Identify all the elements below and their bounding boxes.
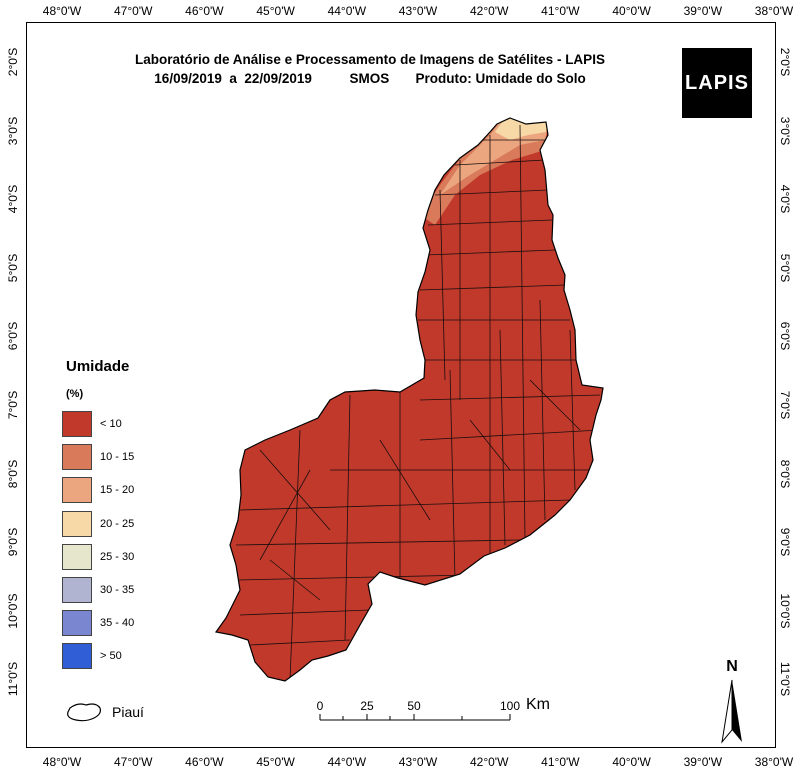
state-legend-label: Piauí bbox=[112, 704, 144, 720]
legend-swatch bbox=[62, 643, 92, 670]
longitude-label-bottom: 48°0'W bbox=[42, 755, 82, 769]
municipality-boundaries bbox=[235, 124, 601, 681]
legend-label: 10 - 15 bbox=[100, 451, 135, 464]
longitude-label-bottom: 43°0'W bbox=[398, 755, 438, 769]
scale-tick-100: 100 bbox=[500, 699, 520, 713]
north-arrow-icon bbox=[721, 679, 742, 744]
latitude-label-right: 3°0'S bbox=[778, 116, 792, 145]
longitude-label-top: 40°0'W bbox=[612, 4, 651, 18]
north-arrow: N bbox=[718, 658, 746, 751]
legend-unit: (%) bbox=[66, 388, 84, 400]
latitude-label-right: 6°0'S bbox=[778, 322, 792, 351]
legend-swatch bbox=[62, 543, 92, 570]
longitude-label-top: 41°0'W bbox=[541, 4, 580, 18]
legend-swatch bbox=[62, 477, 92, 504]
legend-label: 20 - 25 bbox=[100, 517, 135, 530]
legend-swatch bbox=[62, 610, 92, 637]
legend-label: 30 - 35 bbox=[100, 584, 135, 596]
legend-item: 15 - 20 bbox=[62, 474, 134, 506]
legend-item: 25 - 30 bbox=[62, 541, 134, 573]
latitude-label-right: 8°0'S bbox=[778, 459, 792, 488]
legend-swatch bbox=[62, 411, 92, 437]
longitude-label-top: 39°0'W bbox=[683, 4, 723, 18]
scale-bar: 0 25 50 100 bbox=[317, 699, 520, 721]
scale-unit: Km bbox=[526, 696, 550, 713]
longitude-label-top: 45°0'W bbox=[256, 4, 295, 18]
legend-swatch bbox=[62, 577, 92, 603]
longitude-label-top: 46°0'W bbox=[185, 4, 224, 18]
map-title-line1: Laboratório de Análise e Processamento d… bbox=[135, 52, 605, 67]
legend-label: 15 - 20 bbox=[100, 484, 135, 497]
scale-tick-50: 50 bbox=[407, 699, 421, 713]
map-title-line2: 16/09/2019 a 22/09/2019 SMOS Produto: Um… bbox=[154, 71, 586, 86]
legend-label: 35 - 40 bbox=[100, 617, 135, 630]
legend-item: 30 - 35 bbox=[62, 574, 134, 606]
longitude-label-bottom: 47°0'W bbox=[113, 755, 153, 769]
map-frame bbox=[26, 22, 776, 748]
legend-label: < 10 bbox=[100, 418, 122, 430]
latitude-label-right: 10°0'S bbox=[778, 593, 792, 629]
longitude-label-top: 42°0'W bbox=[469, 4, 509, 18]
legend-swatch bbox=[62, 444, 92, 471]
legend-item: 20 - 25 bbox=[62, 508, 134, 540]
north-zone-10-15 bbox=[420, 122, 548, 225]
north-label: N bbox=[726, 658, 738, 675]
lapis-logo: LAPIS bbox=[682, 48, 752, 118]
legend-title: Umidade bbox=[66, 358, 130, 375]
longitude-label-bottom: 45°0'W bbox=[256, 755, 295, 769]
scale-tick-25: 25 bbox=[360, 699, 374, 713]
latitude-label-right: 11°0'S bbox=[778, 662, 792, 697]
legend-item: 10 - 15 bbox=[62, 441, 134, 473]
longitude-label-top: 38°0'W bbox=[754, 4, 794, 18]
legend-item: > 50 bbox=[62, 640, 122, 672]
longitude-label-bottom: 38°0'W bbox=[754, 755, 794, 769]
longitude-label-top: 47°0'W bbox=[113, 4, 153, 18]
longitude-label-bottom: 39°0'W bbox=[683, 755, 723, 769]
latitude-label-right: 4°0'S bbox=[778, 184, 792, 214]
legend-item: < 10 bbox=[62, 408, 122, 440]
longitude-label-bottom: 46°0'W bbox=[185, 755, 224, 769]
longitude-label-top: 48°0'W bbox=[42, 4, 82, 18]
longitude-label-top: 43°0'W bbox=[398, 4, 438, 18]
latitude-label-right: 7°0'S bbox=[778, 390, 792, 420]
legend-item: 35 - 40 bbox=[62, 607, 134, 639]
latitude-label-right: 9°0'S bbox=[778, 527, 792, 557]
piaui-shape-icon bbox=[67, 703, 101, 722]
longitude-label-bottom: 40°0'W bbox=[612, 755, 651, 769]
longitude-label-bottom: 41°0'W bbox=[541, 755, 580, 769]
legend-swatch bbox=[62, 510, 92, 537]
latitude-label-right: 2°0'S bbox=[778, 47, 792, 77]
scale-tick-0: 0 bbox=[317, 699, 324, 713]
latitude-label-right: 5°0'S bbox=[778, 253, 792, 283]
longitude-label-bottom: 44°0'W bbox=[327, 755, 367, 769]
longitude-label-bottom: 42°0'W bbox=[469, 755, 509, 769]
longitude-label-top: 44°0'W bbox=[327, 4, 367, 18]
legend-label: 25 - 30 bbox=[100, 550, 135, 563]
legend-label: > 50 bbox=[100, 650, 122, 663]
